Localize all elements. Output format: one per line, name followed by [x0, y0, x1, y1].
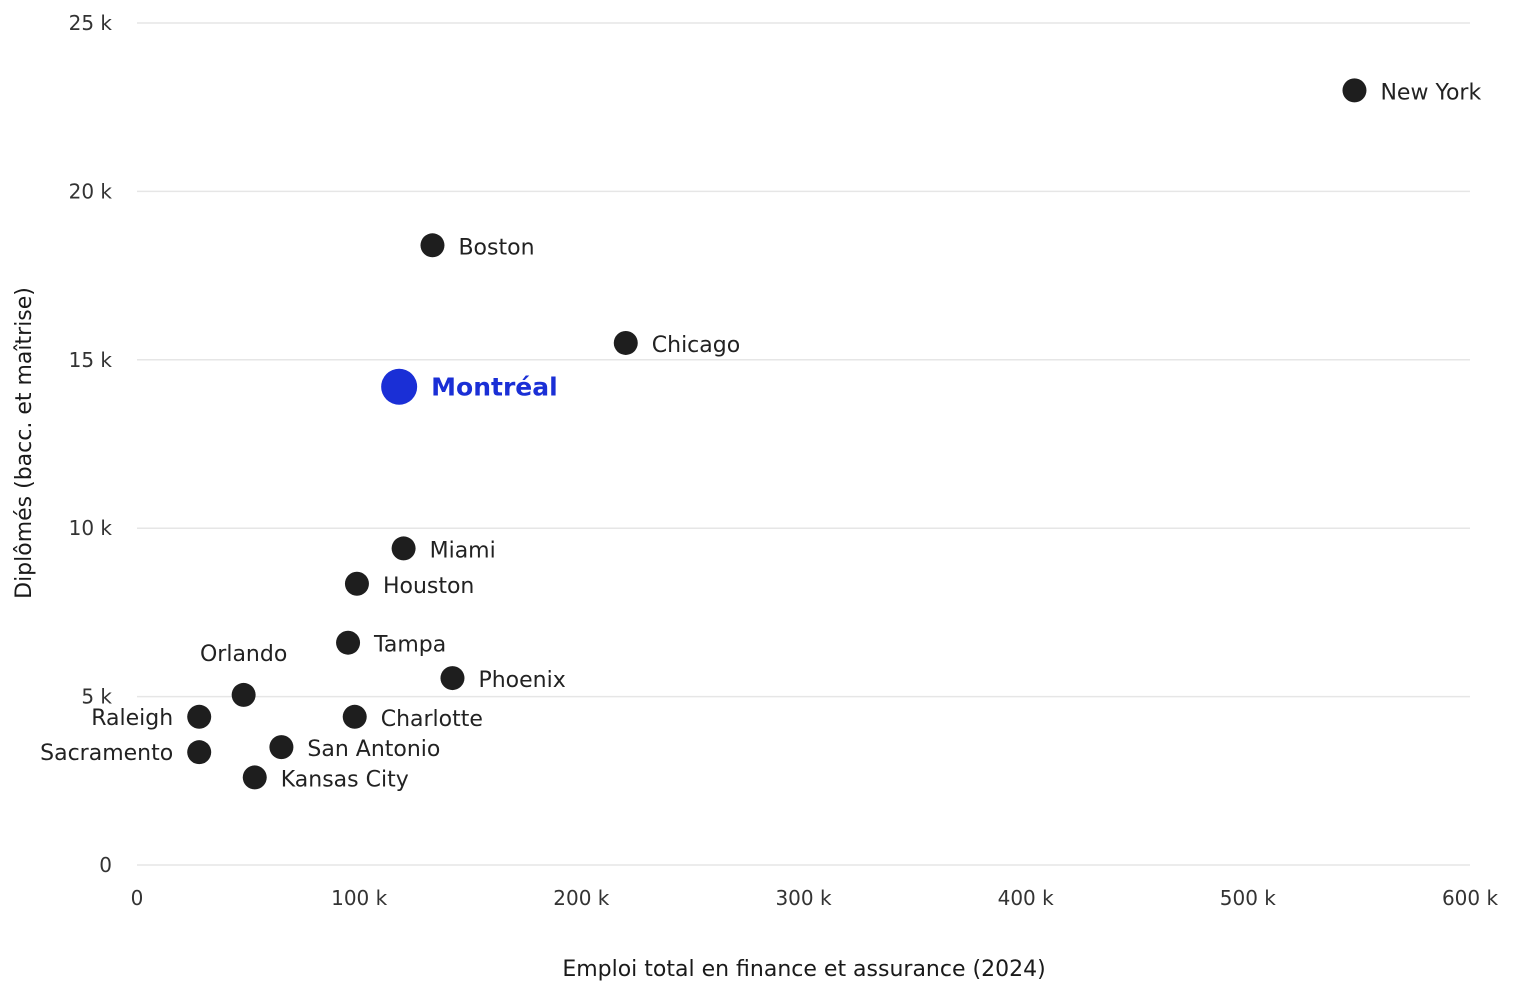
- gridlines: [137, 22, 1470, 866]
- point-label: San Antonio: [307, 737, 440, 762]
- y-tick-label: 10 k: [69, 516, 113, 540]
- data-point-orlando: [231, 682, 256, 707]
- x-tick-label: 300 k: [775, 886, 832, 910]
- x-tick-label: 200 k: [553, 886, 610, 910]
- point-label: Orlando: [200, 642, 287, 667]
- data-point-houston: [344, 571, 369, 596]
- x-axis-title: Emploi total en finance et assurance (20…: [562, 957, 1045, 982]
- y-tick-label: 20 k: [69, 179, 113, 203]
- data-point-charlotte: [342, 704, 367, 729]
- data-point-chicago: [613, 330, 638, 355]
- x-tick-label: 100 k: [331, 886, 388, 910]
- point-label: Houston: [383, 574, 474, 599]
- y-axis-title: Diplômés (bacc. et maîtrise): [12, 287, 37, 599]
- y-tick-label: 25 k: [69, 11, 113, 35]
- data-point-boston: [420, 233, 445, 258]
- data-point-kansas-city: [242, 765, 267, 790]
- y-tick-label: 5 k: [81, 685, 112, 709]
- data-point-new-york: [1342, 78, 1367, 103]
- data-point-raleigh: [187, 704, 212, 729]
- point-label: Kansas City: [281, 767, 409, 792]
- point-label: Charlotte: [381, 707, 483, 732]
- x-tick-label: 0: [131, 886, 144, 910]
- point-labels: New York Boston Chicago Montréal Miami Housto…: [40, 80, 1481, 792]
- y-axis-ticks: 0 5 k 10 k 15 k 20 k 25 k: [69, 11, 113, 877]
- point-label: New York: [1380, 80, 1481, 105]
- point-label: Chicago: [652, 333, 740, 358]
- point-label: Miami: [430, 538, 496, 563]
- point-label: Sacramento: [40, 741, 173, 766]
- x-tick-label: 500 k: [1220, 886, 1277, 910]
- data-point-sacramento: [187, 740, 212, 765]
- y-tick-label: 15 k: [69, 348, 113, 372]
- data-points: [187, 78, 1367, 790]
- data-point-san-antonio: [269, 735, 294, 760]
- data-point-miami: [391, 536, 416, 561]
- point-label: Raleigh: [91, 706, 173, 731]
- data-point-montr-al: [381, 368, 418, 405]
- data-point-tampa: [336, 630, 361, 655]
- data-point-phoenix: [440, 666, 465, 691]
- y-tick-label: 0: [99, 853, 112, 877]
- point-label: Montréal: [431, 373, 558, 402]
- point-label: Tampa: [373, 633, 446, 658]
- x-axis-ticks: 0 100 k 200 k 300 k 400 k 500 k 600 k: [131, 886, 1499, 910]
- x-tick-label: 400 k: [998, 886, 1055, 910]
- point-label: Phoenix: [478, 668, 565, 693]
- point-label: Boston: [458, 235, 534, 260]
- x-tick-label: 600 k: [1442, 886, 1499, 910]
